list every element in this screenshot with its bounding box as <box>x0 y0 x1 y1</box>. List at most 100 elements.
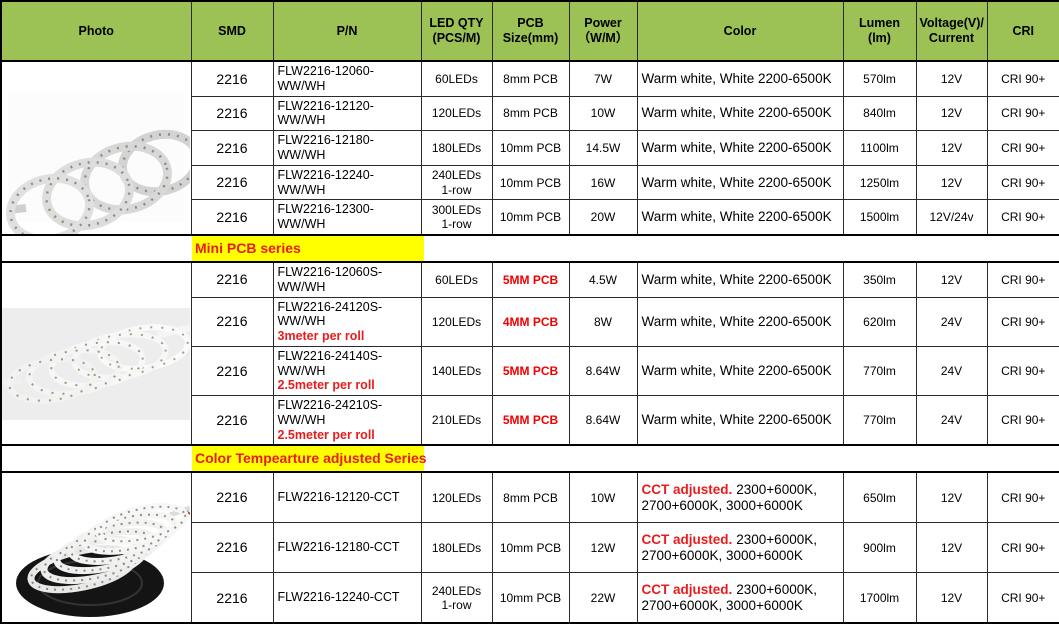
section-label-highlight: Color Tempearture adjusted Series <box>192 447 427 471</box>
voltage-cell: 24V <box>915 296 988 347</box>
pn-cell: FLW2216-12120-WW/WH <box>272 95 422 132</box>
table-row: 2216 FLW2216-12120-CCT 120LEDs 8mm PCB 1… <box>0 471 1059 624</box>
color-cell: Warm white, White 2200-6500K <box>636 395 844 446</box>
pcb-size-cell: 10mm PCB <box>491 164 570 201</box>
pn-cell: FLW2216-12120-CCT <box>272 471 422 524</box>
color-description: Warm white, White 2200-6500K <box>641 70 832 86</box>
color-description: Warm white, White 2200-6500K <box>641 174 832 190</box>
smd-cell: 2216 <box>190 130 274 166</box>
voltage-cell: 12V <box>915 60 988 97</box>
led-qty-cell: 60LEDs <box>420 60 493 97</box>
table-row: 2216 FLW2216-12120-WW/WH 120LEDs 8mm PCB… <box>1 95 1059 132</box>
power-cell: 10W <box>568 95 638 132</box>
lumen-cell: 1100lm <box>842 130 917 166</box>
power-cell: 4.5W <box>568 261 638 298</box>
led-qty-cell: 120LEDs <box>420 95 493 132</box>
color-description: Warm white, White 2200-6500K <box>641 313 832 329</box>
section-label-highlight: Mini PCB series <box>192 237 424 260</box>
led-qty-cell: 120LEDs <box>420 471 493 524</box>
part-number: FLW2216-12240-CCT <box>277 590 400 605</box>
pcb-size-cell: 5MM PCB <box>491 345 570 397</box>
pn-cell: FLW2216-12240-CCT <box>272 572 422 624</box>
section-label-row: Mini PCB series <box>0 234 1059 263</box>
lumen-cell: 1250lm <box>842 164 917 201</box>
section-label-text: Color Tempearture adjusted Series <box>195 450 427 467</box>
col-header-pcb-size: PCB Size(mm) <box>491 0 570 62</box>
section-label-cell: Mini PCB series <box>0 234 1059 263</box>
smd-cell: 2216 <box>190 261 274 298</box>
pcb-size-cell: 10mm PCB <box>491 522 570 574</box>
table-row: 2216 FLW2216-24210S-WW/WH 2.5meter per r… <box>1 395 1059 446</box>
voltage-cell: 12V <box>915 471 988 524</box>
color-cell: Warm white, White 2200-6500K <box>636 164 844 201</box>
cct-adjusted-label: CCT adjusted. <box>641 531 733 547</box>
table-row: 2216 FLW2216-12060-WW/WH 60LEDs 8mm PCB … <box>0 60 1059 236</box>
col-header-color: Color <box>636 0 844 62</box>
part-number-note: 2.5meter per roll <box>277 427 375 442</box>
col-header-smd: SMD <box>190 0 274 62</box>
cri-cell: CRI 90+ <box>986 572 1059 624</box>
col-header-cri: CRI <box>986 0 1059 62</box>
table-row: 2216 FLW2216-24140S-WW/WH 2.5meter per r… <box>1 345 1059 397</box>
pcb-size-cell: 8mm PCB <box>491 471 570 524</box>
color-description: Warm white, White 2200-6500K <box>641 362 832 378</box>
color-description: Warm white, White 2200-6500K <box>641 140 832 156</box>
header-row: Photo SMD P/N LED QTY (PCS/M) PCB Size(m… <box>0 0 1059 62</box>
power-cell: 8W <box>568 296 638 347</box>
cri-cell: CRI 90+ <box>986 60 1059 97</box>
lumen-cell: 650lm <box>842 471 917 524</box>
table-row: 2216 FLW2216-12240-WW/WH 240LEDs 1-row 1… <box>1 164 1059 201</box>
power-cell: 12W <box>568 522 638 574</box>
product-photo-spiral-flat <box>0 261 192 446</box>
section-label-row: Color Tempearture adjusted Series <box>0 444 1059 474</box>
part-number: FLW2216-12060S-WW/WH <box>277 265 383 294</box>
lumen-cell: 900lm <box>842 522 917 574</box>
voltage-cell: 12V <box>915 95 988 132</box>
led-qty-cell: 180LEDs <box>420 522 493 574</box>
pcb-size-cell: 10mm PCB <box>491 199 570 236</box>
pcb-size-cell: 5MM PCB <box>491 261 570 298</box>
smd-cell: 2216 <box>190 164 274 201</box>
power-cell: 7W <box>568 60 638 97</box>
voltage-cell: 12V/24v <box>915 199 988 236</box>
cri-cell: CRI 90+ <box>986 471 1059 524</box>
smd-cell: 2216 <box>190 522 274 574</box>
col-header-photo: Photo <box>0 0 192 62</box>
lumen-cell: 620lm <box>842 296 917 347</box>
color-cell: Warm white, White 2200-6500K <box>636 95 844 132</box>
power-cell: 14.5W <box>568 130 638 166</box>
smd-cell: 2216 <box>190 199 274 236</box>
part-number: FLW2216-12240-WW/WH <box>277 167 374 197</box>
color-cell: Warm white, White 2200-6500K <box>636 60 844 97</box>
color-cell: CCT adjusted. 2300+6000K, 2700+6000K, 300… <box>636 471 844 524</box>
pcb-size-cell: 5MM PCB <box>491 395 570 446</box>
product-photo-reel-coil <box>0 471 192 624</box>
voltage-cell: 12V <box>915 261 988 298</box>
smd-cell: 2216 <box>190 95 274 132</box>
led-qty-cell: 300LEDs 1-row <box>420 199 493 236</box>
cri-cell: CRI 90+ <box>986 345 1059 397</box>
cri-cell: CRI 90+ <box>986 95 1059 132</box>
color-cell: Warm white, White 2200-6500K <box>636 345 844 397</box>
led-qty-cell: 180LEDs <box>420 130 493 166</box>
smd-cell: 2216 <box>190 60 274 97</box>
color-description: Warm white, White 2200-6500K <box>641 209 832 225</box>
part-number-note: 3meter per roll <box>277 329 365 343</box>
cri-cell: CRI 90+ <box>986 199 1059 236</box>
pn-cell: FLW2216-12180-WW/WH <box>272 130 422 166</box>
part-number: FLW2216-12300-WW/WH <box>277 202 374 232</box>
pcb-size-cell: 8mm PCB <box>491 95 570 132</box>
lumen-cell: 770lm <box>842 395 917 446</box>
color-cell: Warm white, White 2200-6500K <box>636 130 844 166</box>
led-qty-cell: 210LEDs <box>420 395 493 446</box>
power-cell: 16W <box>568 164 638 201</box>
led-qty-cell: 120LEDs <box>420 296 493 347</box>
pcb-size-cell: 10mm PCB <box>491 130 570 166</box>
led-strip-coil-photo <box>6 92 190 234</box>
pn-cell: FLW2216-24140S-WW/WH 2.5meter per roll <box>272 345 422 397</box>
part-number: FLW2216-24140S-WW/WH <box>277 348 383 378</box>
section-label-cell: Color Tempearture adjusted Series <box>0 444 1059 474</box>
table-row: 2216 FLW2216-12060S-WW/WH 60LEDs 5MM PCB… <box>0 261 1059 446</box>
cri-cell: CRI 90+ <box>986 261 1059 298</box>
